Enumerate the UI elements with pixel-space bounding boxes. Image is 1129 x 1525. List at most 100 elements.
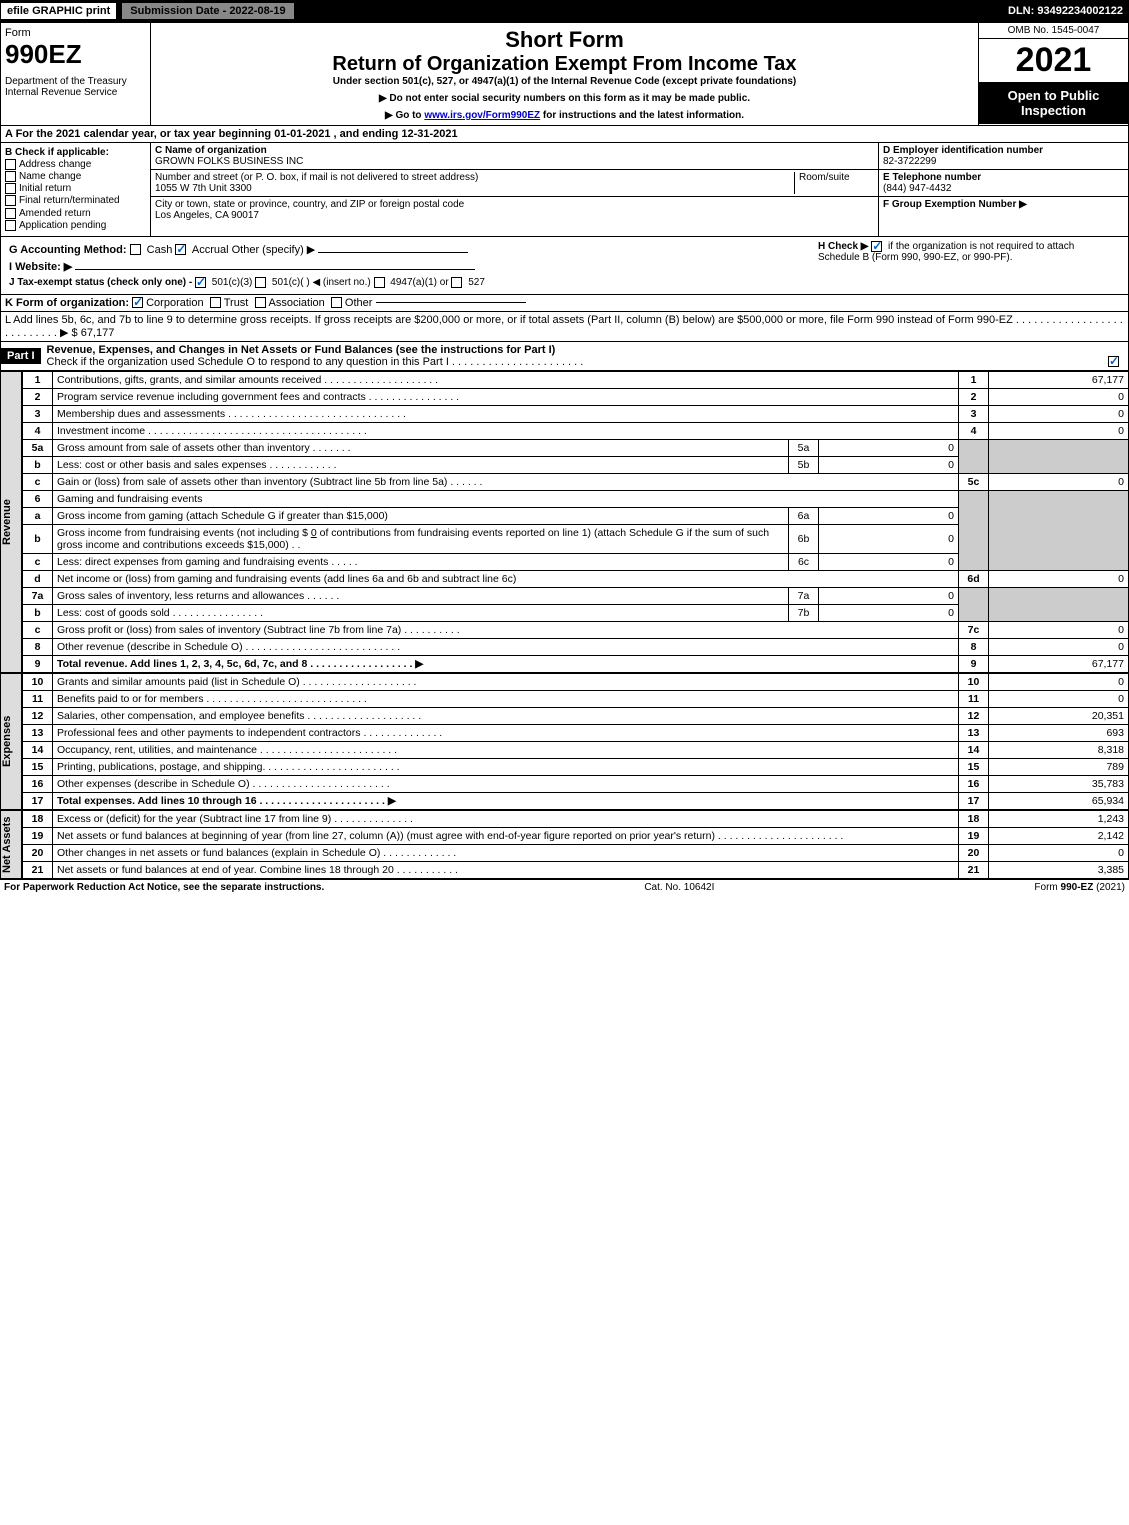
irs-link[interactable]: www.irs.gov/Form990EZ: [424, 110, 540, 121]
org-street-row: Number and street (or P. O. box, if mail…: [151, 170, 878, 197]
h-label: H Check ▶: [818, 241, 871, 252]
form-number: 990EZ: [5, 39, 146, 70]
chk-4947[interactable]: [374, 277, 385, 288]
group-exemption-label: F Group Exemption Number ▶: [883, 199, 1027, 210]
top-bar: efile GRAPHIC print Submission Date - 20…: [0, 0, 1129, 22]
ein-value: 82-3722299: [883, 156, 936, 167]
k-label: K Form of organization:: [5, 297, 129, 309]
chk-initial-return[interactable]: Initial return: [5, 183, 146, 194]
form-header: Form 990EZ Department of the Treasury In…: [0, 22, 1129, 126]
line-2: 2Program service revenue including gover…: [23, 388, 1129, 405]
note-ssn: ▶ Do not enter social security numbers o…: [155, 93, 974, 104]
room-label: Room/suite: [799, 172, 850, 183]
line-7a: 7aGross sales of inventory, less returns…: [23, 587, 1129, 604]
netassets-table: 18Excess or (deficit) for the year (Subt…: [22, 810, 1129, 879]
l-text: L Add lines 5b, 6c, and 7b to line 9 to …: [5, 314, 1124, 339]
website-input[interactable]: [75, 269, 475, 270]
chk-part1-schedule-o[interactable]: [1108, 356, 1119, 367]
line-11: 11Benefits paid to or for members . . . …: [23, 690, 1129, 707]
org-name-row: C Name of organization GROWN FOLKS BUSIN…: [151, 143, 878, 170]
org-name-label: C Name of organization: [155, 145, 267, 156]
row-a-period: A For the 2021 calendar year, or tax yea…: [0, 126, 1129, 143]
netassets-section: Net Assets 18Excess or (deficit) for the…: [0, 810, 1129, 879]
header-left: Form 990EZ Department of the Treasury In…: [1, 23, 151, 125]
chk-527[interactable]: [451, 277, 462, 288]
submission-date: Submission Date - 2022-08-19: [121, 2, 294, 20]
org-name: GROWN FOLKS BUSINESS INC: [155, 156, 303, 167]
page-footer: For Paperwork Reduction Act Notice, see …: [0, 879, 1129, 895]
footer-catno: Cat. No. 10642I: [324, 882, 1034, 893]
line-14: 14Occupancy, rent, utilities, and mainte…: [23, 741, 1129, 758]
line-1: 1Contributions, gifts, grants, and simil…: [23, 371, 1129, 388]
line-3: 3Membership dues and assessments . . . .…: [23, 405, 1129, 422]
chk-cash[interactable]: [130, 244, 141, 255]
ein-row: D Employer identification number 82-3722…: [879, 143, 1128, 170]
chk-trust[interactable]: [210, 297, 221, 308]
header-center: Short Form Return of Organization Exempt…: [151, 23, 978, 125]
expenses-section: Expenses 10Grants and similar amounts pa…: [0, 673, 1129, 810]
line-13: 13Professional fees and other payments t…: [23, 724, 1129, 741]
phone-row: E Telephone number (844) 947-4432: [879, 170, 1128, 197]
chk-name-change[interactable]: Name change: [5, 171, 146, 182]
line-5c: cGain or (loss) from sale of assets othe…: [23, 473, 1129, 490]
line-5a: 5aGross amount from sale of assets other…: [23, 439, 1129, 456]
g-other-input[interactable]: [318, 252, 468, 253]
street-value: 1055 W 7th Unit 3300: [155, 183, 252, 194]
phone-value: (844) 947-4432: [883, 183, 951, 194]
line-7c: cGross profit or (loss) from sales of in…: [23, 621, 1129, 638]
note2-post: for instructions and the latest informat…: [540, 110, 744, 121]
h-box: H Check ▶ if the organization is not req…: [818, 241, 1118, 263]
col-c-org: C Name of organization GROWN FOLKS BUSIN…: [151, 143, 878, 236]
g-label: G Accounting Method:: [9, 244, 127, 256]
g-other: Other (specify) ▶: [232, 244, 316, 256]
line-15: 15Printing, publications, postage, and s…: [23, 758, 1129, 775]
revenue-table: 1Contributions, gifts, grants, and simil…: [22, 371, 1129, 673]
omb-number: OMB No. 1545-0047: [979, 23, 1128, 39]
chk-final-return[interactable]: Final return/terminated: [5, 195, 146, 206]
i-label: I Website: ▶: [9, 261, 72, 273]
block-bcdef: B Check if applicable: Address change Na…: [0, 143, 1129, 237]
line-17: 17Total expenses. Add lines 10 through 1…: [23, 792, 1129, 809]
line-6d: dNet income or (loss) from gaming and fu…: [23, 570, 1129, 587]
line-21: 21Net assets or fund balances at end of …: [23, 861, 1129, 878]
dln-number: DLN: 93492234002122: [1008, 5, 1129, 17]
chk-schedule-b[interactable]: [871, 241, 882, 252]
chk-501c3[interactable]: [195, 277, 206, 288]
org-city-row: City or town, state or province, country…: [151, 197, 878, 223]
chk-application-pending[interactable]: Application pending: [5, 220, 146, 231]
department-label: Department of the Treasury Internal Reve…: [5, 76, 146, 98]
l-line: L Add lines 5b, 6c, and 7b to line 9 to …: [0, 312, 1129, 342]
j-line: J Tax-exempt status (check only one) - 5…: [5, 275, 1124, 290]
open-inspection: Open to Public Inspection: [979, 82, 1128, 124]
line-9: 9Total revenue. Add lines 1, 2, 3, 4, 5c…: [23, 655, 1129, 672]
note-link: ▶ Go to www.irs.gov/Form990EZ for instru…: [155, 110, 974, 121]
j-label: J Tax-exempt status (check only one) -: [9, 277, 195, 288]
chk-address-change[interactable]: Address change: [5, 159, 146, 170]
note2-pre: ▶ Go to: [385, 110, 424, 121]
tax-year: 2021: [979, 39, 1128, 82]
k-other-input[interactable]: [376, 302, 526, 303]
line-10: 10Grants and similar amounts paid (list …: [23, 673, 1129, 690]
footer-right: Form 990-EZ (2021): [1034, 882, 1125, 893]
line-12: 12Salaries, other compensation, and empl…: [23, 707, 1129, 724]
chk-accrual[interactable]: [175, 244, 186, 255]
footer-left: For Paperwork Reduction Act Notice, see …: [4, 882, 324, 893]
chk-amended-return[interactable]: Amended return: [5, 208, 146, 219]
city-value: Los Angeles, CA 90017: [155, 210, 259, 221]
phone-label: E Telephone number: [883, 172, 981, 183]
chk-corporation[interactable]: [132, 297, 143, 308]
col-b-checkboxes: B Check if applicable: Address change Na…: [1, 143, 151, 236]
subtitle: Under section 501(c), 527, or 4947(a)(1)…: [155, 76, 974, 87]
short-form-title: Short Form: [155, 27, 974, 53]
line-8: 8Other revenue (describe in Schedule O) …: [23, 638, 1129, 655]
revenue-sidebar: Revenue: [0, 371, 22, 673]
group-exemption-row: F Group Exemption Number ▶: [879, 197, 1128, 212]
main-title: Return of Organization Exempt From Incom…: [155, 53, 974, 76]
netassets-sidebar: Net Assets: [0, 810, 22, 879]
city-label: City or town, state or province, country…: [155, 199, 464, 210]
chk-association[interactable]: [255, 297, 266, 308]
chk-501c[interactable]: [255, 277, 266, 288]
chk-other-org[interactable]: [331, 297, 342, 308]
part1-check-text: Check if the organization used Schedule …: [47, 356, 584, 368]
efile-label: efile GRAPHIC print: [0, 2, 117, 20]
